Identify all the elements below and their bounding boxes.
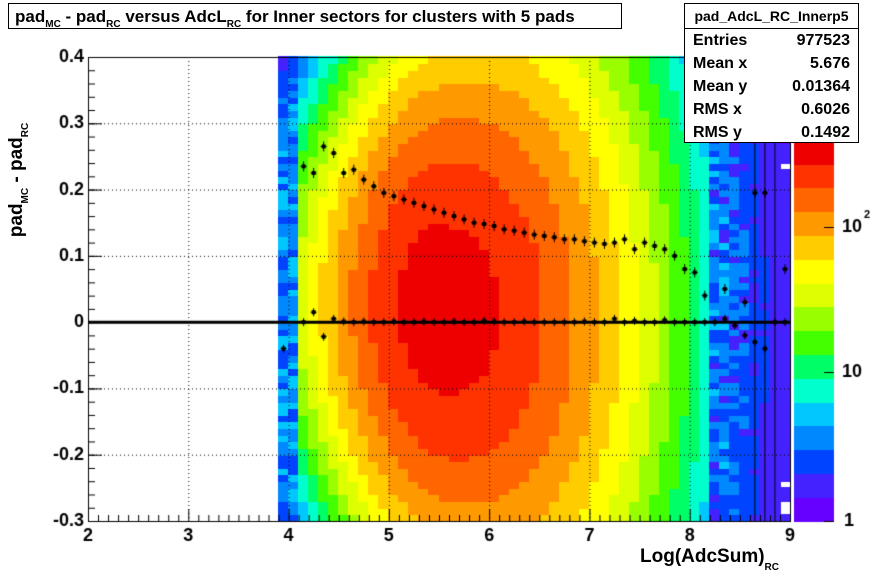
stats-label: Mean x [693,55,748,72]
stats-row-mean-y: Mean y 0.01364 [685,75,858,98]
stats-row-rms-x: RMS x 0.6026 [685,98,858,121]
stats-value: 0.6026 [801,101,850,118]
title-pad-rc: - pad [60,7,107,26]
chart-title: padMC - padRC versus AdcLRC for Inner se… [8,3,622,30]
y-axis-label: padMC - padRC [6,123,31,237]
title-sub-rc2: RC [226,19,242,30]
stats-row-mean-x: Mean x 5.676 [685,52,858,75]
stats-box-name: pad_AdcL_RC_Innerp5 [685,4,858,29]
xlabel-sub: RC [764,562,779,573]
title-pad: pad [15,7,46,26]
title-rest: for Inner sectors for clusters with 5 pa… [241,7,575,26]
stats-value: 977523 [796,32,850,49]
stats-value: 0.01364 [792,78,850,95]
ylabel-mid: - pad [6,137,27,188]
svg-text:padMC - padRC: padMC - padRC [6,123,31,237]
ylabel-pad: pad [6,203,27,237]
xlabel-main: Log(AdcSum) [640,546,765,567]
stats-value: 0.1492 [801,124,850,141]
stats-label: RMS y [693,124,742,141]
stats-row-entries: Entries 977523 [685,29,858,52]
stats-label: Entries [693,32,748,49]
title-versus: versus AdcL [120,7,227,26]
stats-label: RMS x [693,101,742,118]
stats-label: Mean y [693,78,748,95]
stats-row-rms-y: RMS y 0.1492 [685,121,858,144]
ylabel-sub-mc: MC [20,188,31,204]
ylabel-sub-rc: RC [20,123,31,137]
x-axis-label: Log(AdcSum)RC [640,546,779,573]
stats-value: 5.676 [809,55,850,72]
stats-box: pad_AdcL_RC_Innerp5 Entries 977523 Mean x… [684,3,859,143]
title-sub-rc: RC [106,19,121,30]
title-sub-mc: MC [45,19,61,30]
